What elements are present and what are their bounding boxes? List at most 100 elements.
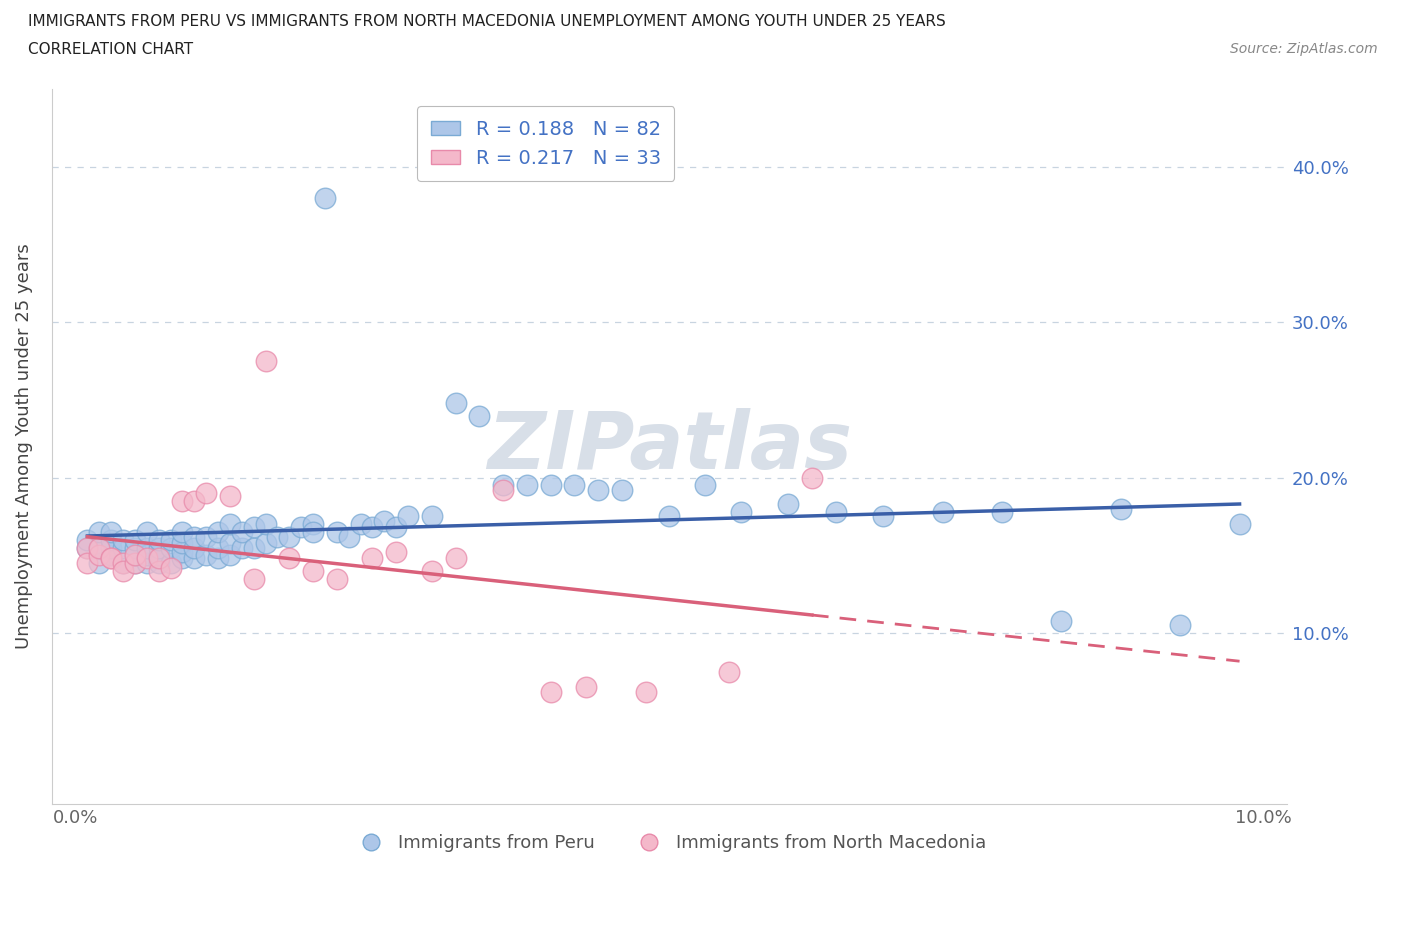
Point — [207, 551, 229, 565]
Point — [159, 540, 181, 555]
Point — [172, 525, 194, 539]
Y-axis label: Unemployment Among Youth under 25 years: Unemployment Among Youth under 25 years — [15, 244, 32, 649]
Point — [492, 478, 515, 493]
Point — [124, 555, 146, 570]
Point — [586, 483, 609, 498]
Point — [266, 529, 288, 544]
Point — [1229, 517, 1251, 532]
Point — [302, 564, 325, 578]
Point — [373, 513, 395, 528]
Point — [111, 555, 134, 570]
Point — [100, 540, 122, 555]
Point — [468, 408, 491, 423]
Point — [100, 551, 122, 565]
Point — [314, 191, 336, 206]
Point — [135, 548, 157, 563]
Point — [824, 504, 846, 519]
Point — [89, 540, 111, 555]
Point — [148, 551, 170, 565]
Point — [172, 536, 194, 551]
Point — [76, 540, 98, 555]
Point — [337, 529, 360, 544]
Point — [717, 664, 740, 679]
Point — [124, 540, 146, 555]
Point — [326, 571, 349, 586]
Point — [183, 540, 205, 555]
Point — [242, 571, 264, 586]
Point — [254, 536, 277, 551]
Point — [302, 525, 325, 539]
Point — [575, 680, 598, 695]
Point — [148, 532, 170, 547]
Point — [159, 532, 181, 547]
Point — [89, 555, 111, 570]
Point — [111, 564, 134, 578]
Point — [290, 520, 312, 535]
Point — [111, 540, 134, 555]
Legend: Immigrants from Peru, Immigrants from North Macedonia: Immigrants from Peru, Immigrants from No… — [346, 827, 993, 859]
Point — [254, 353, 277, 368]
Point — [159, 560, 181, 575]
Point — [931, 504, 953, 519]
Point — [195, 529, 218, 544]
Point — [183, 494, 205, 509]
Point — [361, 551, 384, 565]
Point — [634, 684, 657, 699]
Point — [111, 555, 134, 570]
Point — [124, 548, 146, 563]
Text: IMMIGRANTS FROM PERU VS IMMIGRANTS FROM NORTH MACEDONIA UNEMPLOYMENT AMONG YOUTH: IMMIGRANTS FROM PERU VS IMMIGRANTS FROM … — [28, 14, 946, 29]
Point — [1168, 618, 1191, 632]
Point — [444, 551, 467, 565]
Point — [124, 548, 146, 563]
Point — [89, 540, 111, 555]
Point — [349, 517, 371, 532]
Point — [242, 520, 264, 535]
Point — [326, 525, 349, 539]
Point — [76, 555, 98, 570]
Point — [219, 548, 242, 563]
Point — [76, 540, 98, 555]
Point — [385, 545, 408, 560]
Point — [159, 555, 181, 570]
Point — [361, 520, 384, 535]
Point — [183, 551, 205, 565]
Point — [89, 525, 111, 539]
Point — [148, 555, 170, 570]
Point — [76, 532, 98, 547]
Point — [693, 478, 716, 493]
Point — [111, 532, 134, 547]
Point — [610, 483, 633, 498]
Point — [135, 525, 157, 539]
Point — [100, 551, 122, 565]
Point — [396, 509, 419, 524]
Point — [135, 551, 157, 565]
Point — [219, 517, 242, 532]
Point — [420, 564, 443, 578]
Point — [540, 684, 562, 699]
Point — [172, 551, 194, 565]
Point — [540, 478, 562, 493]
Text: CORRELATION CHART: CORRELATION CHART — [28, 42, 193, 57]
Point — [148, 548, 170, 563]
Point — [385, 520, 408, 535]
Point — [278, 551, 301, 565]
Point — [100, 525, 122, 539]
Text: ZIPatlas: ZIPatlas — [486, 407, 852, 485]
Point — [658, 509, 681, 524]
Point — [278, 529, 301, 544]
Point — [135, 555, 157, 570]
Text: Source: ZipAtlas.com: Source: ZipAtlas.com — [1230, 42, 1378, 56]
Point — [778, 497, 800, 512]
Point — [302, 517, 325, 532]
Point — [124, 555, 146, 570]
Point — [730, 504, 752, 519]
Point — [148, 564, 170, 578]
Point — [195, 485, 218, 500]
Point — [100, 548, 122, 563]
Point — [135, 540, 157, 555]
Point — [207, 540, 229, 555]
Point — [1109, 501, 1132, 516]
Point — [242, 540, 264, 555]
Point — [564, 478, 586, 493]
Point — [1050, 613, 1073, 628]
